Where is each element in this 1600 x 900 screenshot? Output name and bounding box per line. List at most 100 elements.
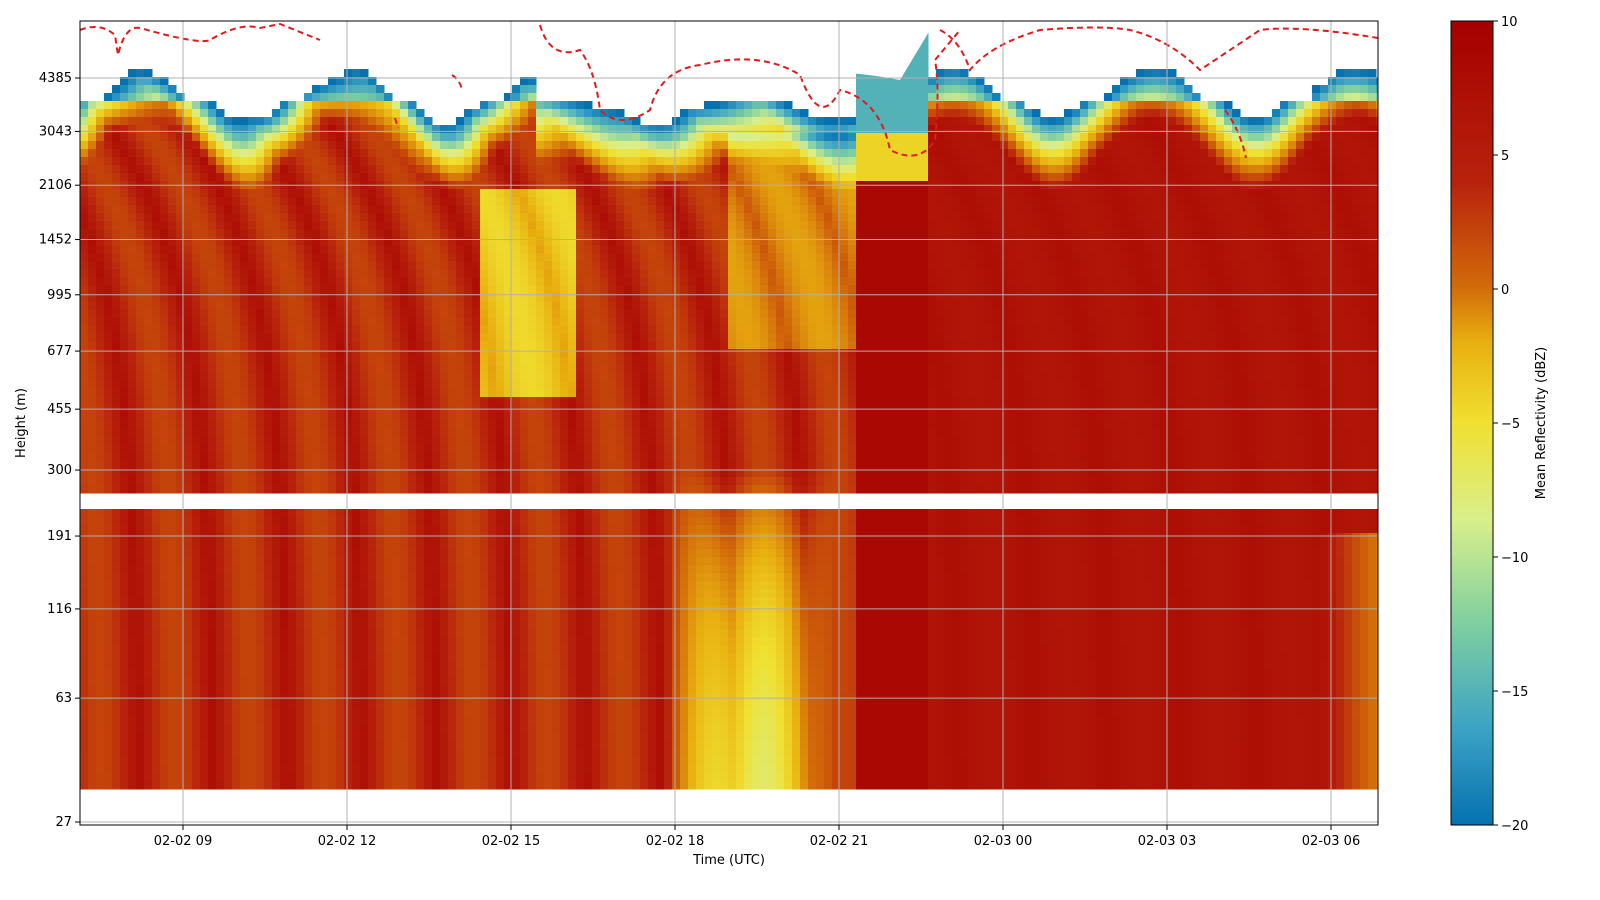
heatmap-cell xyxy=(448,341,457,350)
heatmap-cell xyxy=(280,677,289,686)
heatmap-cell xyxy=(328,101,337,110)
heatmap-cell xyxy=(256,285,265,294)
heatmap-cell xyxy=(256,597,265,606)
heatmap-cell xyxy=(224,661,233,670)
heatmap-cell xyxy=(304,645,313,654)
heatmap-cell xyxy=(288,365,297,374)
heatmap-cell xyxy=(168,85,177,94)
heatmap-cell xyxy=(184,757,193,766)
heatmap-cell xyxy=(264,285,273,294)
heatmap-cell xyxy=(536,629,545,638)
heatmap-cell xyxy=(416,141,425,150)
heatmap-cell xyxy=(288,525,297,534)
heatmap-cell xyxy=(128,621,137,630)
heatmap-cell xyxy=(432,421,441,430)
heatmap-cell xyxy=(320,125,329,134)
heatmap-cell xyxy=(528,477,537,486)
heatmap-cell xyxy=(416,477,425,486)
heatmap-cell xyxy=(136,549,145,558)
heatmap-cell xyxy=(456,685,465,694)
heatmap-cell xyxy=(184,189,193,198)
heatmap-cell xyxy=(504,677,513,686)
heatmap-cell xyxy=(176,365,185,374)
heatmap-cell xyxy=(136,701,145,710)
heatmap-cell xyxy=(328,349,337,358)
heatmap-cell xyxy=(80,293,89,302)
heatmap-cell xyxy=(424,389,433,398)
heatmap-cell xyxy=(184,741,193,750)
heatmap-cell xyxy=(176,445,185,454)
heatmap-cell xyxy=(88,549,97,558)
heatmap-cell xyxy=(144,661,153,670)
heatmap-cell xyxy=(424,725,433,734)
heatmap-cell xyxy=(376,453,385,462)
heatmap-cell xyxy=(296,541,305,550)
heatmap-cell xyxy=(112,613,121,622)
heatmap-cell xyxy=(200,565,209,574)
heatmap-cell xyxy=(168,221,177,230)
heatmap-cell xyxy=(472,557,481,566)
heatmap-cell xyxy=(424,173,433,182)
heatmap-cell xyxy=(208,637,217,646)
heatmap-cell xyxy=(184,725,193,734)
heatmap-cell xyxy=(376,509,385,518)
heatmap-cell xyxy=(288,725,297,734)
heatmap-cell xyxy=(296,581,305,590)
heatmap-cell xyxy=(200,533,209,542)
heatmap-cell xyxy=(352,397,361,406)
heatmap-cell xyxy=(488,293,497,302)
heatmap-cell xyxy=(328,725,337,734)
heatmap-cell xyxy=(88,629,97,638)
heatmap-cell xyxy=(312,677,321,686)
heatmap-cell xyxy=(80,141,89,150)
heatmap-cell xyxy=(184,381,193,390)
heatmap-cell xyxy=(320,701,329,710)
heatmap-cell xyxy=(128,709,137,718)
heatmap-cell xyxy=(184,589,193,598)
heatmap-cell xyxy=(424,677,433,686)
heatmap-cell xyxy=(328,653,337,662)
heatmap-cell xyxy=(544,781,553,790)
heatmap-cell xyxy=(544,661,553,670)
heatmap-cell xyxy=(520,629,529,638)
heatmap-cell xyxy=(472,389,481,398)
heatmap-cell xyxy=(168,373,177,382)
heatmap-cell xyxy=(264,381,273,390)
heatmap-cell xyxy=(168,269,177,278)
heatmap-cell xyxy=(144,709,153,718)
heatmap-cell xyxy=(328,509,337,518)
heatmap-cell xyxy=(360,117,369,126)
heatmap-cell xyxy=(120,173,129,182)
heatmap-cell xyxy=(544,429,553,438)
heatmap-cell xyxy=(552,117,561,126)
heatmap-cell xyxy=(96,549,105,558)
heatmap-cell xyxy=(408,125,417,134)
heatmap-cell xyxy=(272,229,281,238)
heatmap-cell xyxy=(544,549,553,558)
heatmap-cell xyxy=(264,685,273,694)
heatmap-cell xyxy=(192,365,201,374)
heatmap-cell xyxy=(352,549,361,558)
heatmap-cell xyxy=(216,741,225,750)
heatmap-cell xyxy=(512,757,521,766)
heatmap-cell xyxy=(184,717,193,726)
heatmap-cell xyxy=(296,149,305,158)
heatmap-cell xyxy=(472,357,481,366)
heatmap-cell xyxy=(152,653,161,662)
heatmap-cell xyxy=(336,341,345,350)
heatmap-cell xyxy=(352,461,361,470)
heatmap-cell xyxy=(392,453,401,462)
heatmap-cell xyxy=(168,309,177,318)
heatmap-cell xyxy=(312,221,321,230)
heatmap-cell xyxy=(216,277,225,286)
heatmap-cell xyxy=(200,245,209,254)
heatmap-cell xyxy=(472,613,481,622)
heatmap-cell xyxy=(80,245,89,254)
heatmap-cell xyxy=(184,333,193,342)
heatmap-cell xyxy=(280,685,289,694)
heatmap-cell xyxy=(376,373,385,382)
heatmap-cell xyxy=(296,709,305,718)
heatmap-cell xyxy=(240,189,249,198)
heatmap-cell xyxy=(216,581,225,590)
heatmap-cell xyxy=(488,397,497,406)
